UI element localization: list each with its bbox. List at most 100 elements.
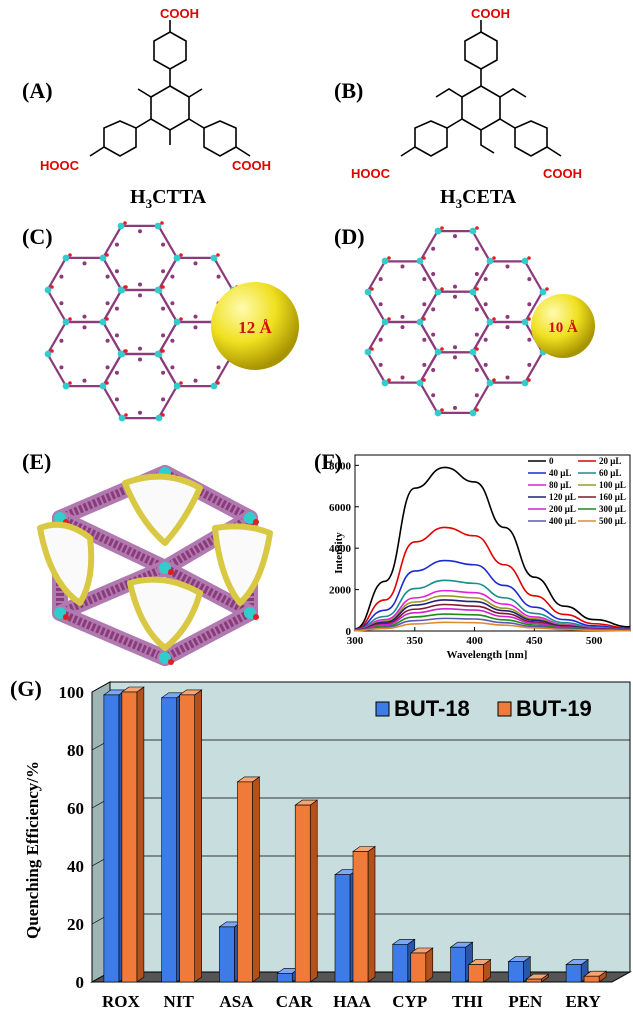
framework-atom	[431, 332, 436, 337]
legend-label: 0	[549, 456, 554, 466]
metal-node	[469, 227, 477, 235]
category-labels: ROX NIT ASA CAR HAA CYP THI PEN ERY	[102, 992, 601, 1011]
framework-link	[46, 320, 123, 388]
oxygen-atom	[475, 226, 479, 230]
oxygen-atom	[160, 349, 164, 353]
framework-atom	[474, 393, 479, 398]
metal-node	[381, 379, 389, 387]
framework-atom	[105, 338, 110, 343]
y-tick-label: 100	[59, 683, 85, 702]
oxygen-atom	[179, 253, 183, 257]
oxygen-atom	[123, 349, 127, 353]
metal-node	[434, 227, 442, 235]
quenching-efficiency-chart: (G) 0 20 40 60 80 100 ROX NIT ASA CAR HAA CYP THI PE…	[10, 676, 632, 1011]
framework-atom	[170, 338, 175, 343]
metal-node	[381, 257, 389, 265]
framework-atom	[400, 375, 405, 380]
metal-node	[244, 607, 256, 619]
category-label: ROX	[102, 992, 141, 1011]
metal-node	[154, 222, 162, 230]
bar-front	[583, 975, 600, 983]
framework-link	[101, 224, 179, 292]
oxygen-atom	[216, 253, 220, 257]
framework-atom	[82, 314, 87, 319]
cooh-label: COOH	[543, 166, 582, 181]
category-label: CAR	[276, 992, 314, 1011]
framework-atom	[527, 302, 532, 307]
x-tick-label: 400	[466, 635, 483, 647]
oxygen-atom	[168, 659, 174, 665]
metal-node	[486, 318, 494, 326]
x-tick-label: 500	[586, 635, 603, 647]
framework-atom	[453, 405, 457, 410]
metal-node	[364, 348, 372, 356]
legend-label: 160 μL	[599, 492, 626, 502]
legend-label: BUT-19	[516, 696, 592, 721]
framework-atom	[505, 375, 510, 380]
oxygen-atom	[370, 287, 374, 291]
bar-side	[252, 776, 260, 983]
metal-node	[434, 348, 442, 356]
framework-atom	[138, 357, 142, 362]
metal-node	[118, 414, 126, 422]
bar-front	[294, 804, 311, 983]
emission-spectra-chart: (F) 0 2000 4000 6000 8000 300 350 400 450 500 0 2…	[314, 449, 631, 661]
framework-atom	[483, 362, 488, 367]
oxygen-atom	[475, 347, 479, 351]
framework-atom	[138, 346, 142, 351]
framework-atom	[138, 410, 142, 415]
metal-node	[364, 288, 372, 296]
y-tick-label: 2000	[329, 585, 352, 597]
x-axis-label: Wavelength [nm]	[447, 649, 528, 661]
channel-ribbons	[37, 473, 273, 651]
metal-node	[416, 257, 424, 265]
oxygen-atom	[168, 569, 174, 575]
framework-atom	[527, 362, 532, 367]
framework-atom	[138, 229, 142, 234]
hooc-label: HOOC	[40, 158, 80, 173]
metal-node	[155, 414, 163, 422]
framework-atom	[105, 301, 110, 306]
metal-node	[521, 257, 529, 265]
legend-label: BUT-18	[394, 696, 470, 721]
framework-atom	[527, 277, 532, 282]
metal-node	[173, 318, 181, 326]
metal-node	[210, 382, 218, 390]
x-tick-label: 450	[526, 635, 543, 647]
series-line	[354, 621, 631, 632]
y-tick-labels: 0 2000 4000 6000 8000	[329, 460, 359, 638]
oxygen-atom	[105, 381, 109, 385]
panel-label-b: (B)	[334, 78, 363, 103]
bar	[120, 686, 145, 983]
series-line	[354, 466, 631, 630]
framework-atom	[114, 333, 119, 338]
legend-label: 120 μL	[549, 492, 576, 502]
metal-node	[117, 222, 125, 230]
oxygen-atom	[123, 221, 127, 225]
framework-atom	[400, 314, 405, 319]
framework-atom	[474, 368, 479, 373]
framework-atom	[431, 271, 436, 276]
framework-link	[418, 351, 492, 414]
oxygen-atom	[475, 287, 479, 291]
bar-front	[450, 946, 466, 983]
oxygen-atom	[105, 317, 109, 321]
framework-atom	[505, 314, 510, 319]
framework-atom	[114, 242, 119, 247]
framework-atom	[170, 365, 175, 370]
framework-atom	[114, 397, 119, 402]
framework-wall-detail	[163, 609, 252, 662]
framework-atom	[378, 277, 383, 282]
bar-front	[392, 943, 409, 983]
category-label: ASA	[219, 992, 254, 1011]
metal-node	[521, 379, 529, 387]
metal-node	[99, 382, 107, 390]
framework-atom	[59, 274, 64, 279]
metal-node	[416, 318, 424, 326]
framework-atom	[161, 242, 166, 247]
legend-label: 400 μL	[549, 516, 576, 526]
framework-link	[366, 260, 439, 324]
bar-front	[219, 926, 235, 983]
metal-node	[469, 288, 477, 296]
metal-node	[173, 382, 181, 390]
